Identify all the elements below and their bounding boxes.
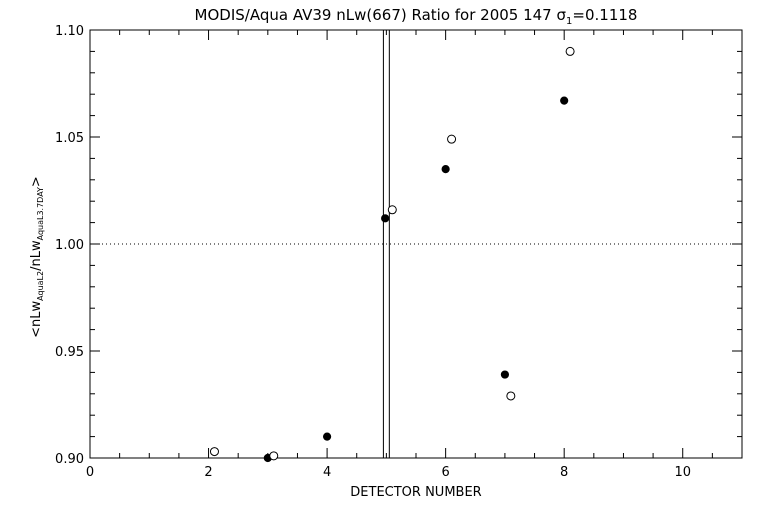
y-tick-label: 0.95 <box>55 345 84 360</box>
plot-frame <box>89 29 743 459</box>
x-tick-label: 10 <box>674 465 691 480</box>
filled-data-point <box>381 214 390 223</box>
vertical-lines-group <box>382 30 390 458</box>
data-points <box>209 46 575 463</box>
open-data-point <box>209 447 219 457</box>
y-tick-label: 1.05 <box>55 131 84 146</box>
y-tick-label: 1.00 <box>55 238 84 253</box>
chart-title: MODIS/Aqua AV39 nLw(667) Ratio for 2005 … <box>195 6 638 27</box>
x-tick-label: 0 <box>86 465 94 480</box>
filled-data-point <box>500 370 510 379</box>
y-axis-label: <nLwAquaL2/nLwAquaL3.7DAY> <box>29 176 45 338</box>
filled-data-point <box>322 432 332 441</box>
x-tick-label: 6 <box>441 465 449 480</box>
y-tick-label: 1.10 <box>55 24 84 39</box>
x-axis-label: DETECTOR NUMBER <box>350 485 481 500</box>
y-tick-label: 0.90 <box>55 452 84 467</box>
filled-data-point <box>441 165 450 174</box>
open-data-point <box>506 391 516 401</box>
x-tick-label: 8 <box>560 465 568 480</box>
axis-ticks <box>89 29 743 459</box>
open-data-point <box>387 205 397 215</box>
filled-data-point <box>560 96 569 105</box>
x-tick-label: 2 <box>204 465 212 480</box>
x-tick-label: 4 <box>323 465 331 480</box>
open-data-point <box>269 451 279 461</box>
open-data-point <box>565 46 575 56</box>
open-data-point <box>447 134 457 144</box>
tick-labels: 0 2 4 6 8 10 0.90 0.95 1.00 1.05 1.10 <box>55 24 691 480</box>
